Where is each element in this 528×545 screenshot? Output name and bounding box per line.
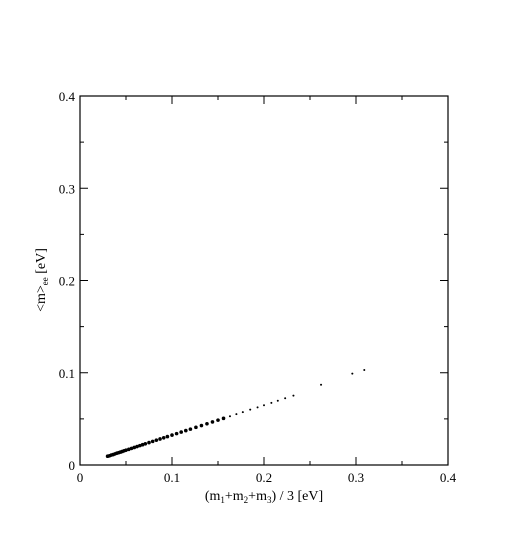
data-point	[194, 425, 198, 430]
data-point	[270, 401, 273, 404]
data-point	[126, 447, 131, 452]
data-point	[138, 443, 142, 448]
y-tick-label: 0	[69, 458, 76, 473]
y-axis-title: <m>ee [eV]	[34, 248, 50, 312]
data-point	[320, 383, 323, 386]
data-point	[292, 394, 295, 397]
data-point	[179, 430, 183, 434]
y-tick-label: 0.1	[59, 366, 75, 381]
data-point	[216, 418, 220, 422]
data-point	[205, 421, 209, 426]
data-point	[284, 397, 287, 400]
tick-labels: 0 0.1 0.2 0.3 0.4 0 0.1 0.2 0.3 0.4	[59, 89, 457, 485]
x-tick-label: 0.3	[348, 470, 364, 485]
data-point	[174, 431, 179, 436]
y-tick-label: 0.4	[59, 89, 76, 104]
data-point	[188, 427, 193, 431]
data-point	[199, 423, 204, 428]
data-point	[235, 413, 238, 416]
data-point	[228, 415, 231, 418]
data-point	[124, 448, 128, 452]
data-point	[143, 441, 148, 446]
data-point	[184, 428, 188, 433]
data-point	[241, 411, 244, 414]
data-point	[221, 416, 226, 421]
data-point	[147, 440, 151, 445]
data-point	[363, 368, 366, 371]
data-point	[263, 404, 265, 407]
data-point	[249, 408, 252, 411]
data-point	[351, 372, 354, 375]
x-tick-label: 0	[77, 470, 84, 485]
data-point	[132, 445, 137, 450]
data-points	[105, 368, 366, 459]
data-point	[210, 420, 215, 424]
data-point	[154, 438, 159, 442]
x-tick-label: 0.4	[440, 470, 457, 485]
x-axis-title: (m1+m2+m3) / 3 [eV]	[205, 489, 323, 505]
data-point	[140, 442, 145, 447]
data-point	[135, 444, 139, 449]
x-tick-label: 0.2	[256, 470, 272, 485]
data-point	[161, 435, 166, 440]
y-tick-label: 0.3	[59, 181, 75, 196]
plot-frame	[79, 95, 449, 466]
data-point	[158, 437, 162, 441]
axis-ticks	[79, 95, 449, 466]
data-point	[165, 434, 170, 439]
data-point	[276, 399, 279, 402]
data-point	[150, 439, 155, 444]
data-point	[256, 406, 259, 409]
data-point	[170, 433, 174, 437]
data-point	[129, 446, 134, 451]
x-tick-label: 0.1	[164, 470, 180, 485]
y-tick-label: 0.2	[59, 274, 75, 289]
